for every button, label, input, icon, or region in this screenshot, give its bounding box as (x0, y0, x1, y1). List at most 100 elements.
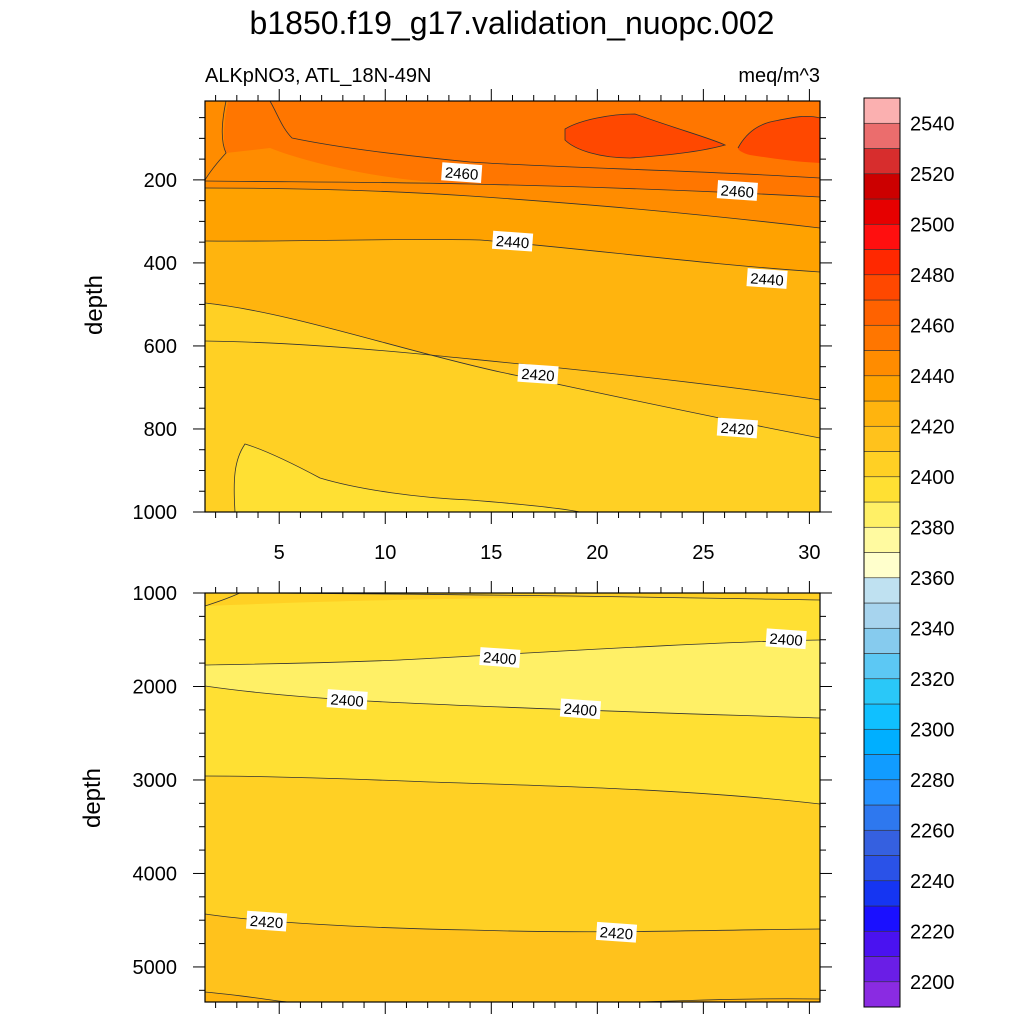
colorbar-label: 2280 (910, 770, 955, 792)
contour-label: 2420 (517, 363, 559, 385)
contour-label: 2400 (479, 647, 521, 669)
colorbar-swatch (863, 981, 901, 1008)
svg-text:2460: 2460 (720, 182, 754, 201)
contour-label: 2460 (441, 162, 483, 184)
colorbar-swatch (863, 526, 901, 553)
x-tick-label: 25 (692, 542, 714, 564)
colorbar-label: 2440 (910, 366, 955, 388)
colorbar: 2200 2220 2240 2260 2280 2300 2320 2340 2360 2380… (863, 97, 955, 1008)
colorbar-swatch (863, 350, 901, 377)
upper-panel: 2460 2460 2440 2440 2420 2420 200 400 600 800 100… (81, 89, 832, 564)
y-tick-label: 4000 (133, 863, 178, 885)
x-tick-label: 5 (274, 542, 285, 564)
upper-x-axis: 5 10 15 20 25 30 (215, 89, 821, 564)
colorbar-swatch (863, 122, 901, 149)
x-tick-label: 20 (586, 542, 608, 564)
contour-label: 2400 (559, 698, 602, 720)
colorbar-swatch (863, 274, 901, 301)
colorbar-swatch (863, 425, 901, 452)
y-tick-label: 3000 (133, 770, 178, 792)
colorbar-swatch (863, 198, 901, 225)
colorbar-label: 2400 (910, 467, 955, 489)
colorbar-swatch (863, 627, 901, 654)
colorbar-label: 2240 (910, 871, 955, 893)
colorbar-swatch (863, 375, 901, 402)
colorbar-label: 2300 (910, 719, 955, 741)
colorbar-swatch (863, 804, 901, 831)
variable-label: ALKpNO3, ATL_18N-49N (205, 65, 431, 87)
colorbar-swatch (863, 880, 901, 907)
colorbar-label: 2480 (910, 265, 955, 287)
y-tick-label: 600 (144, 336, 177, 358)
y-tick-label: 5000 (133, 957, 178, 979)
svg-text:2400: 2400 (330, 691, 364, 710)
colorbar-swatch (863, 324, 901, 351)
colorbar-label: 2220 (910, 921, 955, 943)
colorbar-swatch (863, 173, 901, 200)
colorbar-swatch (863, 956, 901, 983)
chart-title: b1850.f19_g17.validation_nuopc.002 (250, 5, 775, 41)
lower-panel: 2400 2400 2400 2400 2420 2420 1000 2000 3000 400… (79, 581, 832, 1014)
lower-y-axis-title: depth (79, 768, 106, 828)
colorbar-swatch (863, 476, 901, 503)
colorbar-label: 2320 (910, 669, 955, 691)
y-tick-label: 1000 (133, 502, 178, 524)
svg-text:2440: 2440 (495, 233, 529, 252)
colorbar-swatch (863, 400, 901, 427)
contour-label: 2440 (746, 268, 788, 290)
y-tick-label: 2000 (133, 676, 178, 698)
colorbar-swatch (863, 97, 901, 124)
contour-label: 2400 (765, 628, 807, 650)
contour-label: 2420 (716, 417, 758, 439)
colorbar-swatch (863, 905, 901, 932)
colorbar-swatch (863, 678, 901, 705)
upper-y-axis-title: depth (81, 275, 108, 335)
colorbar-label: 2340 (910, 618, 955, 640)
contour-label: 2420 (595, 921, 638, 943)
svg-text:2440: 2440 (750, 270, 784, 289)
colorbar-frame (863, 97, 901, 1008)
upper-contour-fill (205, 101, 820, 512)
colorbar-swatch (863, 501, 901, 528)
colorbar-label: 2360 (910, 568, 955, 590)
x-tick-label: 15 (480, 542, 502, 564)
svg-text:2400: 2400 (769, 631, 803, 650)
units-label: meq/m^3 (738, 65, 820, 87)
colorbar-label: 2420 (910, 416, 955, 438)
colorbar-swatch (863, 754, 901, 781)
contour-label: 2420 (245, 910, 288, 932)
y-tick-label: 400 (144, 253, 177, 275)
colorbar-swatch (863, 728, 901, 755)
colorbar-swatch (863, 552, 901, 579)
colorbar-swatch (863, 299, 901, 326)
colorbar-swatch (863, 451, 901, 478)
colorbar-swatch (863, 148, 901, 175)
svg-text:2420: 2420 (599, 924, 633, 943)
upper-y-axis: 200 400 600 800 1000 (133, 117, 832, 524)
colorbar-label: 2200 (910, 972, 955, 994)
colorbar-swatch (863, 930, 901, 957)
colorbar-swatch (863, 602, 901, 629)
colorbar-swatch (863, 779, 901, 806)
contour-label: 2400 (326, 689, 368, 711)
svg-text:2420: 2420 (521, 366, 555, 385)
svg-text:2420: 2420 (249, 913, 283, 932)
colorbar-label: 2520 (910, 164, 955, 186)
x-tick-label: 30 (798, 542, 820, 564)
colorbar-swatch (863, 829, 901, 856)
colorbar-swatch (863, 703, 901, 730)
x-tick-label: 10 (374, 542, 396, 564)
y-tick-label: 200 (144, 170, 177, 192)
lower-x-axis (215, 581, 810, 1014)
colorbar-swatch (863, 653, 901, 680)
y-tick-label: 800 (144, 419, 177, 441)
colorbar-label: 2260 (910, 820, 955, 842)
contour-label: 2460 (716, 180, 758, 202)
colorbar-swatch (863, 249, 901, 276)
svg-text:2460: 2460 (444, 165, 478, 184)
colorbar-swatch (863, 577, 901, 604)
colorbar-swatch (863, 223, 901, 250)
colorbar-label: 2540 (910, 113, 955, 135)
svg-text:2400: 2400 (483, 649, 517, 668)
